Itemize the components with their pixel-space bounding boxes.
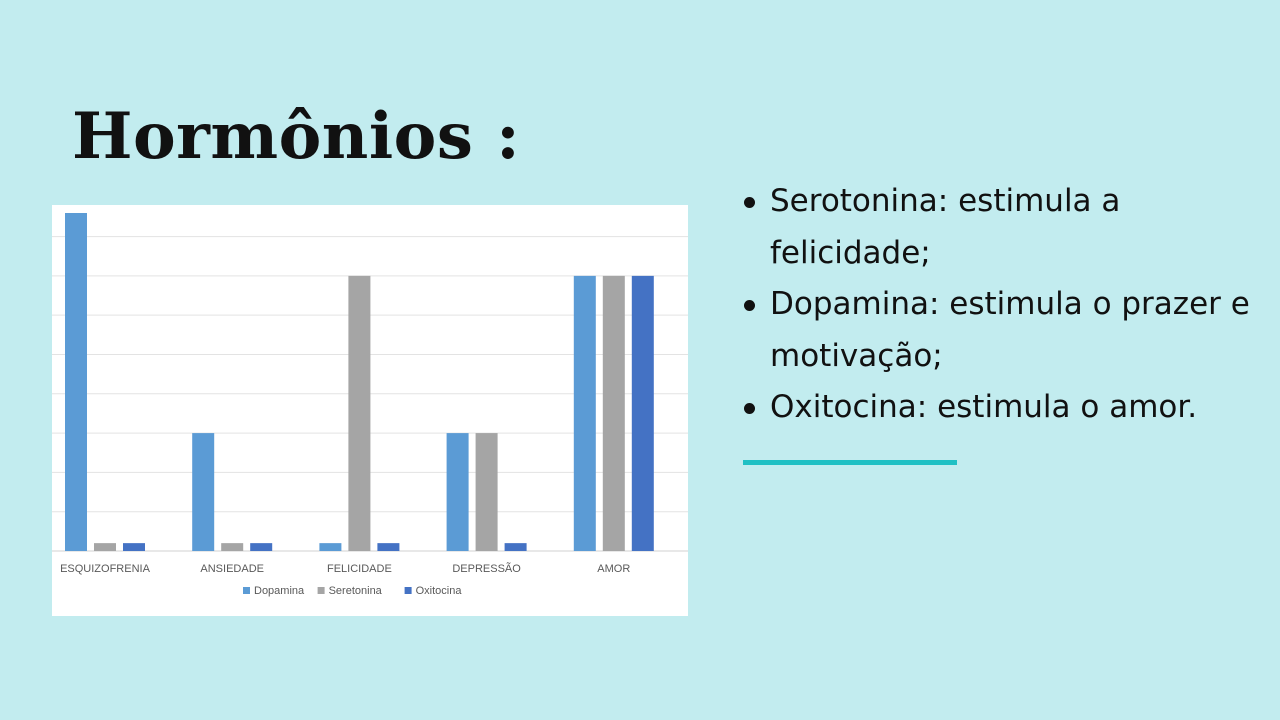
legend-swatch [404,587,412,594]
bullet-dot-icon [744,197,755,208]
bar-seretonina [475,433,498,551]
category-label: AMOR [597,563,630,575]
bullet-item-serotonina: Serotonina: estimula a felicidade; [742,176,1262,279]
bullet-text: Serotonina: estimula a felicidade; [770,183,1121,271]
bullet-dot-icon [744,403,755,414]
chart-panel: ESQUIZOFRENIA ANSIEDADE FELICIDADE DEPRESSÃ… [52,205,688,616]
bar-seretonina [602,275,625,551]
bar-oxitocina [377,543,400,551]
bar-oxitocina [250,543,273,551]
category-label: ANSIEDADE [200,563,264,575]
legend-label: Seretonina [329,585,383,597]
slide-title: Hormônios : [72,99,521,174]
category-label: ESQUIZOFRENIA [60,563,151,575]
bar-dopamina [446,433,469,551]
legend-swatch [243,587,250,594]
bar-chart: ESQUIZOFRENIA ANSIEDADE FELICIDADE DEPRESSÃ… [52,213,688,597]
accent-divider [743,460,957,465]
bar-seretonina [348,275,371,551]
legend-label: Oxitocina [416,585,463,597]
bar-dopamina [192,433,215,551]
bullet-text: Dopamina: estimula o prazer e motivação; [770,286,1250,374]
bar-seretonina [221,543,244,551]
category-label: DEPRESSÃO [452,562,521,575]
bar-dopamina [65,213,87,551]
bar-oxitocina [504,543,527,551]
bar-dopamina [319,543,342,551]
bullet-list: Serotonina: estimula a felicidade; Dopam… [742,176,1262,434]
legend-label: Dopamina [254,585,305,597]
legend-swatch [317,587,325,594]
bar-oxitocina [631,275,654,551]
bullet-item-dopamina: Dopamina: estimula o prazer e motivação; [742,279,1262,382]
bar-oxitocina [123,543,145,551]
bar-seretonina [94,543,116,551]
bar-dopamina [573,275,596,551]
bullet-item-oxitocina: Oxitocina: estimula o amor. [742,382,1262,434]
bullet-dot-icon [744,300,755,311]
bullet-text: Oxitocina: estimula o amor. [770,389,1198,425]
category-label: FELICIDADE [327,563,392,575]
